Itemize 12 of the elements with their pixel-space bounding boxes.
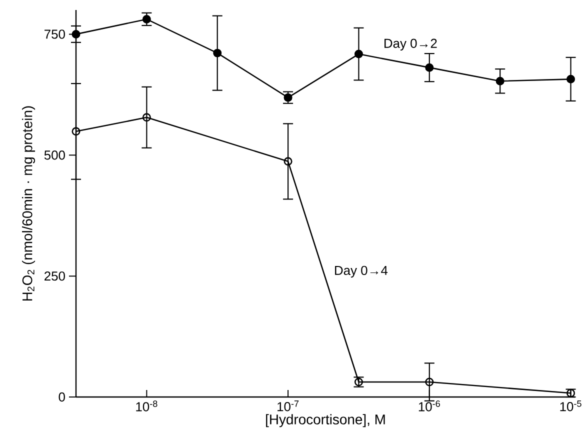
x-tick-label: 10$^{-6}$ — [418, 400, 440, 412]
y-tick-label: 500 — [44, 150, 65, 160]
y-tick-label: 250 — [44, 271, 65, 281]
x-axis-title: [Hydrocortisone], M — [266, 414, 385, 428]
y-axis-title: H$_{2}$O$_{2}$ (nmol/60min · mg protein) — [22, 106, 36, 301]
x-tick-label: 10$^{-8}$ — [136, 400, 158, 412]
y-tick-label: 750 — [44, 30, 65, 39]
y-tick-label: 0 — [58, 392, 65, 402]
series-label: Day 0→2 — [384, 38, 437, 51]
x-tick-label: 10$^{-5}$ — [560, 400, 582, 412]
x-tick-label: 10$^{-7}$ — [278, 400, 299, 412]
series-label: Day 0→4 — [335, 266, 388, 278]
